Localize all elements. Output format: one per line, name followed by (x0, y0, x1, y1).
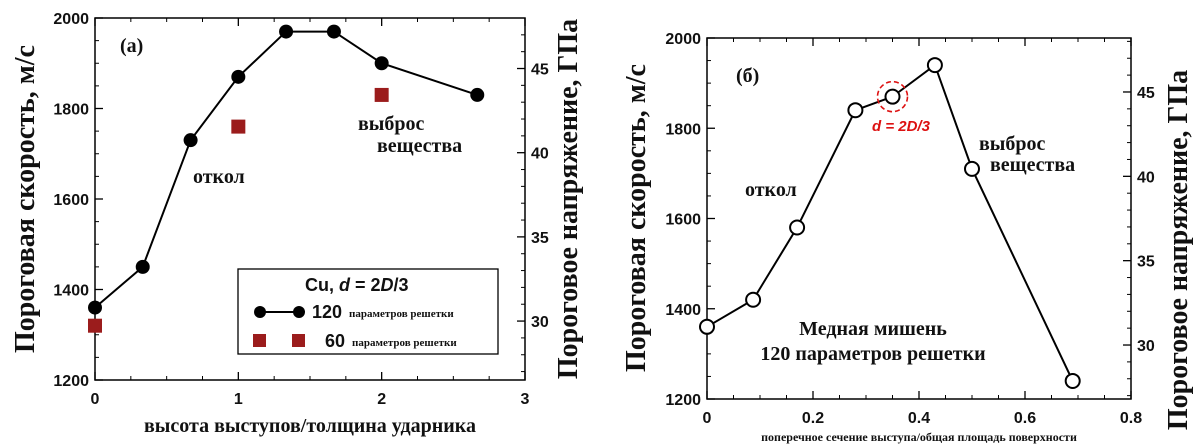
panel-label-a: (a) (120, 35, 143, 57)
x-tick-label-b: 0.2 (802, 410, 824, 427)
axis-ticks-a: 0 1 2 3 1200 1400 1600 1800 2000 30 35 40 45 (53, 11, 548, 408)
legend-title-a: Cu, d = 2D/3 (305, 275, 409, 295)
y-tick-label-a: 1200 (53, 373, 89, 390)
legend-title-math-D: D (381, 275, 394, 295)
x-tick-label-b: 0 (703, 410, 712, 427)
data-point-open-b (1064, 372, 1081, 389)
legend-num-60: 60 (325, 331, 345, 351)
y-axis-label-b: Пороговая скорость, м/с (621, 64, 652, 372)
annotation-otkol-b: откол (745, 179, 797, 201)
y-axis-label-a: Пороговая скорость, м/с (10, 45, 41, 353)
annotation-otkol-a: откол (193, 166, 245, 188)
series-lines-b (706, 63, 1074, 382)
y2-tick-label-b: 30 (1137, 338, 1155, 355)
chart-panel-a: 0 1 2 3 1200 1400 1600 1800 2000 30 35 40 45 (a) отк… (10, 11, 584, 437)
x-axis-label-a: высота выступов/толщина ударника (144, 415, 476, 437)
legend-a: Cu, d = 2D/3 120 параметров решетки 60 п… (237, 268, 499, 355)
series-lines-a (94, 30, 478, 309)
y-tick-label-a: 1400 (53, 283, 89, 300)
data-point-a (374, 56, 389, 71)
y2-tick-label-a: 45 (531, 62, 549, 79)
y2-axis-label-a: Пороговое напряжение, ГПа (553, 19, 584, 379)
y-tick-label-b: 1400 (665, 302, 701, 319)
highlight-circle-b (876, 80, 909, 113)
y-tick-label-a: 1800 (53, 102, 89, 119)
x-tick-label-b: 0.8 (1120, 410, 1142, 427)
legend-marker-60-right (292, 334, 305, 347)
data-point-a (88, 300, 102, 315)
y2-axis-label-b: Пороговое напряжение, ГПа (1163, 70, 1194, 430)
annotation-veshchestva-b: вещества (990, 154, 1075, 176)
legend-marker-60-left (253, 334, 266, 347)
annotation-vybros-a: выброс (358, 113, 425, 135)
y2-tick-label-a: 35 (531, 230, 549, 247)
legend-title-math-d: d (339, 275, 351, 295)
data-point-a (279, 24, 294, 39)
series-line-a-0 (94, 30, 478, 309)
x-tick-label-b: 0.4 (908, 410, 930, 427)
annotation-vybros-b: выброс (979, 133, 1046, 155)
x-tick-label-a: 3 (521, 391, 530, 408)
data-point-square-a (88, 318, 102, 333)
y-tick-label-b: 1200 (665, 392, 701, 409)
legend-num-120: 120 (312, 302, 342, 322)
y2-tick-label-a: 40 (531, 146, 549, 163)
legend-title-mid: = 2 (350, 275, 381, 295)
highlight-label-b: d = 2D/3 (872, 118, 931, 135)
x-tick-label-b: 0.6 (1014, 410, 1036, 427)
y2-tick-label-b: 40 (1137, 169, 1155, 186)
legend-text-60: параметров решетки (352, 337, 457, 349)
series-line-b-0 (706, 63, 1074, 382)
x-tick-label-a: 2 (377, 391, 386, 408)
y-tick-label-a: 2000 (53, 11, 89, 28)
data-point-open-b (964, 160, 980, 177)
data-point-a (183, 133, 198, 148)
data-point-square-a (374, 87, 389, 102)
series-marks-b (699, 57, 1081, 389)
panel-label-b: (б) (736, 65, 759, 87)
data-point-a (326, 24, 341, 39)
y2-tick-label-b: 35 (1137, 254, 1155, 271)
legend-title-prefix: Cu, (305, 275, 339, 295)
data-point-a (470, 87, 485, 102)
legend-text-120: параметров решетки (349, 308, 454, 320)
y-tick-label-b: 1800 (665, 121, 701, 138)
data-point-a (135, 259, 150, 274)
y-tick-label-b: 1600 (665, 212, 701, 229)
y2-tick-label-b: 45 (1137, 85, 1155, 102)
chart-panel-b: 0 0.2 0.4 0.6 0.8 1200 1400 1600 1800 2000 30 35 40 4… (621, 31, 1194, 444)
annotation-veshchestva-a: вещества (377, 135, 462, 157)
data-point-open-b (884, 88, 901, 105)
legend-marker-120-right (293, 306, 305, 318)
data-point-open-b (847, 102, 864, 119)
data-point-open-b (699, 318, 715, 335)
x-axis-label-b: поперечное сечение выступа/общая площадь… (761, 430, 1077, 444)
data-point-open-b (926, 57, 943, 74)
legend-title-suffix: /3 (394, 275, 409, 295)
y-tick-label-b: 2000 (665, 31, 701, 48)
data-point-open-b (745, 291, 762, 308)
data-point-square-a (231, 119, 246, 134)
axis-ticks-b: 0 0.2 0.4 0.6 0.8 1200 1400 1600 1800 2000 30 35 40 4… (665, 31, 1154, 427)
annotation-target-b: Медная мишень (799, 318, 947, 340)
data-point-a (231, 69, 246, 84)
series-marks-a (88, 24, 485, 333)
y2-tick-label-a: 30 (531, 314, 549, 331)
x-tick-label-a: 1 (234, 391, 243, 408)
legend-marker-120-left (254, 306, 266, 318)
annotation-params-b: 120 параметров решетки (760, 343, 985, 365)
y-tick-label-a: 1600 (53, 192, 89, 209)
x-tick-label-a: 0 (91, 391, 100, 408)
data-point-open-b (789, 219, 806, 236)
